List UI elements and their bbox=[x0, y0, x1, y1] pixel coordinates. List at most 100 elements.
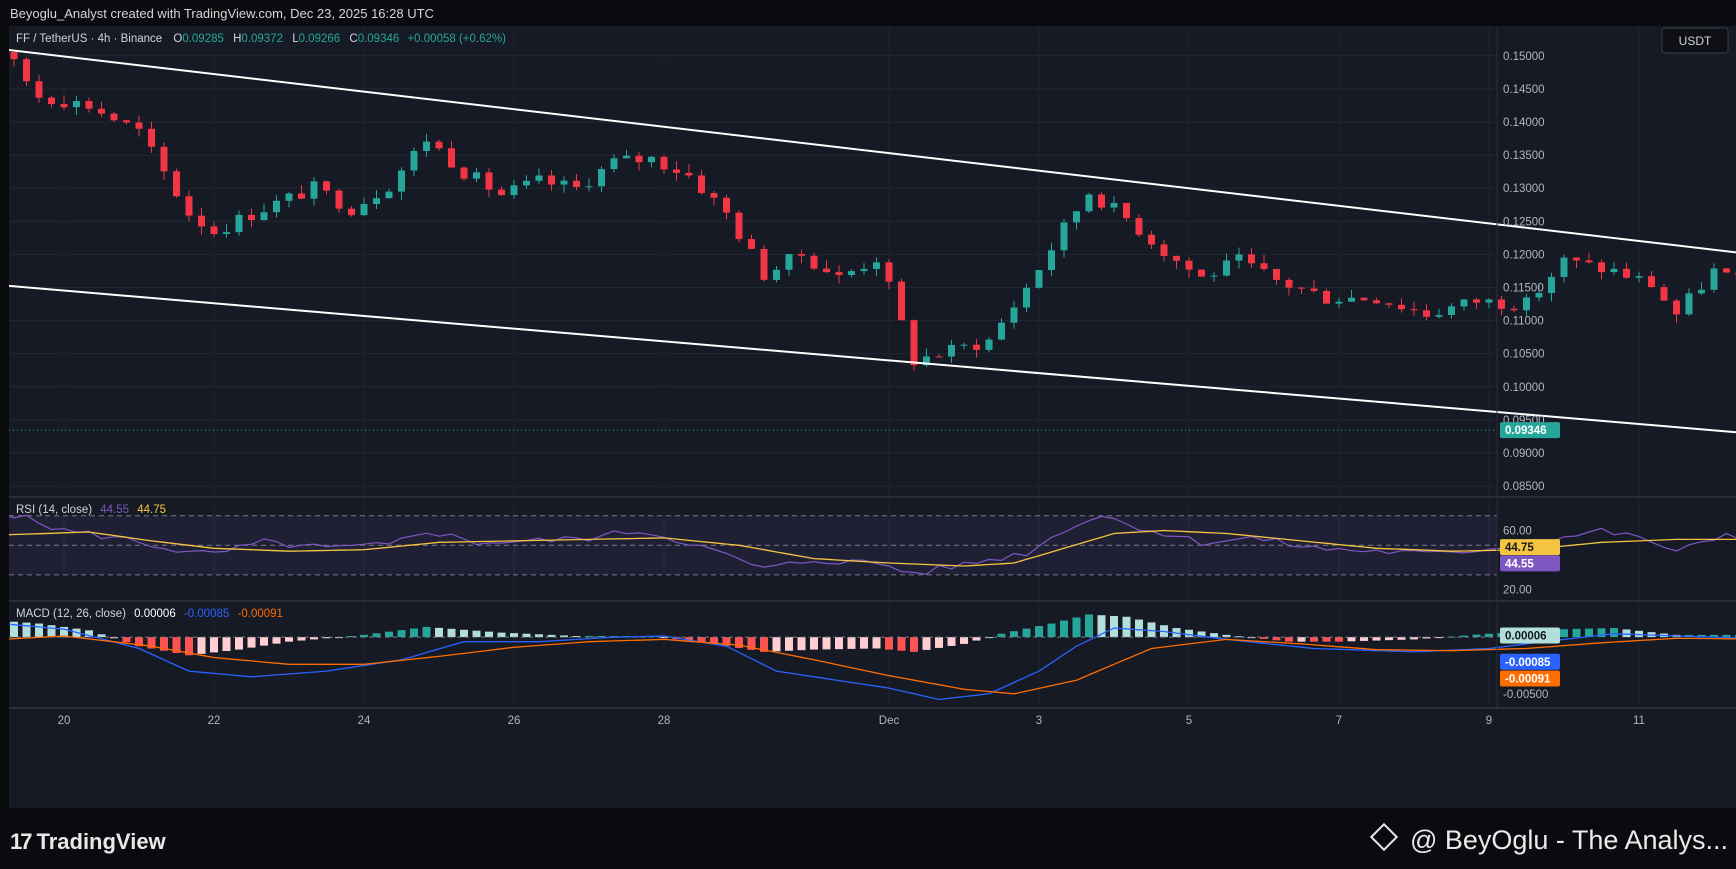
candle bbox=[160, 142, 168, 180]
candle bbox=[1110, 196, 1118, 213]
candle-body bbox=[1248, 254, 1255, 264]
candle bbox=[1073, 210, 1080, 230]
candle-body bbox=[873, 262, 880, 269]
rsi-value-label-text: 44.55 bbox=[1505, 558, 1534, 570]
legend-o-value: 0.09285 bbox=[182, 33, 224, 45]
candle-body bbox=[198, 215, 205, 227]
rsi-legend-title: RSI (14, close) bbox=[16, 504, 92, 516]
macd-legend-title: MACD (12, 26, close) bbox=[16, 608, 126, 620]
candle-body bbox=[348, 208, 355, 216]
price-tick-label: 0.08500 bbox=[1503, 481, 1545, 493]
candle bbox=[598, 166, 605, 193]
macd-histogram-bar bbox=[1222, 634, 1231, 638]
series-macd bbox=[9, 623, 1736, 701]
candle bbox=[73, 95, 80, 115]
chart-canvas[interactable]: 0.15000 0.14500 0.14000 0.13500 0.13000 0.125… bbox=[9, 26, 1736, 808]
candle-body bbox=[1035, 270, 1043, 288]
candle-body bbox=[835, 272, 843, 275]
macd-histogram-bar bbox=[1260, 637, 1268, 639]
candle-body bbox=[248, 214, 255, 221]
macd-histogram-bar bbox=[10, 621, 18, 638]
candle-body bbox=[1435, 314, 1443, 317]
candle bbox=[85, 97, 93, 113]
candle bbox=[760, 245, 768, 282]
candle bbox=[1448, 303, 1455, 319]
macd-histogram-bar bbox=[1285, 637, 1293, 642]
candle-body bbox=[473, 172, 480, 179]
candle bbox=[460, 166, 468, 181]
candle bbox=[1198, 269, 1205, 277]
candle bbox=[1298, 286, 1305, 294]
candle-body bbox=[660, 156, 668, 170]
tradingview-logo[interactable]: 17 TradingView bbox=[10, 829, 166, 855]
candle bbox=[285, 191, 293, 208]
candle-body bbox=[410, 150, 418, 171]
candle-body bbox=[948, 344, 955, 357]
candle bbox=[848, 269, 855, 278]
candle-body bbox=[1585, 260, 1593, 263]
candle-body bbox=[498, 189, 505, 196]
candle bbox=[1398, 298, 1405, 313]
footer: 17 TradingView @ BeyOglu - The Analys... bbox=[0, 808, 1736, 869]
candle-body bbox=[98, 108, 105, 114]
macd-histogram-bar bbox=[1310, 637, 1318, 642]
macd-histogram-bar bbox=[1297, 637, 1306, 642]
macd-histogram-bar bbox=[597, 636, 606, 638]
macd-histogram-bar bbox=[1110, 615, 1118, 638]
candle bbox=[785, 253, 793, 276]
macd-legend-histogram: 0.00006 bbox=[134, 608, 176, 620]
last-price-label-text: 0.09346 bbox=[1505, 425, 1547, 437]
candle bbox=[635, 152, 643, 171]
time-axis[interactable]: 2022242628Dec357911131517192123252729202… bbox=[58, 715, 1736, 727]
author-watermark: @ BeyOglu - The Analys... bbox=[1369, 822, 1728, 856]
candle-body bbox=[1623, 268, 1630, 278]
candle-body bbox=[148, 128, 155, 147]
trendline-lower-channel[interactable] bbox=[9, 279, 1736, 491]
candle bbox=[960, 342, 968, 350]
chart-credit: Beyoglu_Analyst created with TradingView… bbox=[10, 6, 434, 21]
macd-histogram-bar bbox=[960, 637, 968, 644]
candle-body bbox=[1348, 297, 1355, 302]
candle bbox=[1460, 298, 1468, 311]
rsi-ma-legend-value: 44.75 bbox=[137, 504, 166, 516]
macd-value-label-text: -0.00085 bbox=[1505, 657, 1551, 669]
candle bbox=[1435, 308, 1443, 319]
macd-histogram-bar bbox=[85, 630, 93, 638]
candle-body bbox=[735, 212, 743, 240]
candle-body bbox=[1085, 194, 1093, 212]
candle bbox=[548, 169, 555, 191]
candle-body bbox=[1398, 304, 1405, 310]
candle bbox=[1585, 252, 1593, 264]
candle bbox=[1485, 298, 1493, 309]
candle-body bbox=[898, 281, 905, 321]
candle bbox=[523, 175, 530, 189]
chart-background bbox=[9, 26, 1736, 808]
candle bbox=[360, 197, 368, 216]
macd-histogram-bar bbox=[760, 637, 768, 652]
candle-body bbox=[460, 167, 468, 179]
macd-histogram-bar bbox=[1097, 615, 1106, 638]
candle bbox=[235, 210, 243, 236]
macd-histogram-bar bbox=[1347, 637, 1356, 642]
candle bbox=[1698, 282, 1705, 296]
candle-body bbox=[1323, 290, 1330, 304]
candle-body bbox=[1260, 263, 1268, 269]
trendline-upper-channel[interactable] bbox=[9, 49, 1736, 360]
macd-histogram-bar bbox=[1472, 634, 1481, 638]
candle-body bbox=[1185, 260, 1193, 270]
candle-body bbox=[1648, 276, 1655, 288]
candle-body bbox=[1535, 293, 1543, 298]
candle-body bbox=[435, 141, 443, 149]
candle-body bbox=[485, 172, 493, 190]
value-labels: 0.09346 44.75 44.55 0.00006 -0.00085 -0.00091 bbox=[1500, 422, 1560, 687]
candle-body bbox=[398, 170, 405, 192]
candle-body bbox=[1385, 303, 1393, 305]
candle bbox=[423, 134, 430, 157]
macd-histogram-bar bbox=[447, 628, 456, 638]
candle-body bbox=[1448, 306, 1455, 315]
currency-button[interactable]: USDT bbox=[1661, 27, 1729, 54]
candle bbox=[335, 188, 343, 213]
candle bbox=[1360, 297, 1368, 302]
trendlines[interactable] bbox=[9, 49, 1736, 491]
macd-histogram-bar bbox=[1322, 637, 1331, 642]
